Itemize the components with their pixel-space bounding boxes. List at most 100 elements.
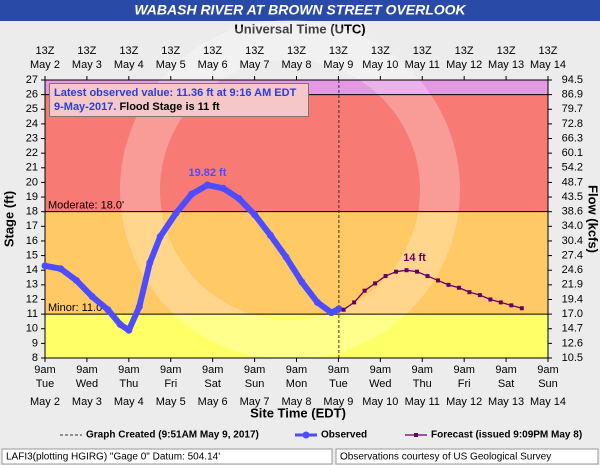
utc-tick-label: 13Z [77,45,96,57]
observed-point [266,231,274,239]
forecast-point [446,282,451,287]
y-axis-title: Stage (ft) [1,191,16,247]
x-date-label: May 8 [282,396,312,408]
x-date-label: May 11 [405,396,440,408]
observed-point [313,298,321,306]
y2-tick-label: 34.0 [562,220,583,232]
forecast-point [488,297,493,302]
y2-tick-label: 60.1 [562,147,583,159]
y-tick-label: 10 [26,323,38,335]
y-tick-label: 19 [26,191,38,203]
forecast-point [394,269,399,274]
x-tick-label: 9am [328,364,349,376]
x-tick-label: 9am [286,364,307,376]
legend-marker [414,433,418,437]
observed-point [156,233,164,241]
x-weekday-label: Sun [245,378,265,390]
x-weekday-label: Sun [538,378,558,390]
latest-info: Latest observed value: 11.36 ft at 9:16 … [49,83,309,117]
observed-point [282,253,290,261]
y2-tick-label: 86.9 [562,89,583,101]
x-date-label: May 5 [156,396,186,408]
watermark [120,20,460,360]
utc-date-label: May 11 [405,59,440,71]
observed-point [116,320,124,328]
observed-point [72,276,80,284]
forecast-point [435,278,440,283]
x-tick-label: 9am [34,364,55,376]
y2-axis-title: Flow (kcfs) [586,185,600,253]
legend-marker [302,431,310,439]
footer-left: LAFI3(plotting HGIRG) "Gage 0" Datum: 50… [6,452,220,463]
x-tick-label: 9am [370,364,391,376]
forecast-point [425,274,430,279]
utc-tick-label: 13Z [413,45,432,57]
observed-point [251,211,259,219]
utc-tick-label: 13Z [455,45,474,57]
y-tick-label: 12 [26,293,38,305]
forecast-point [467,290,472,295]
x-weekday-label: Tue [36,378,55,390]
utc-tick-label: 13Z [329,45,348,57]
value-label: 14 ft [403,252,426,264]
flood-stage-label: Minor: 11.0' [48,302,104,314]
footer-right: Observations courtesy of US Geological S… [340,452,551,463]
observed-point [57,265,65,273]
x-date-label: May 2 [30,396,60,408]
utc-date-label: May 3 [72,59,102,71]
flood-stage-label: Moderate: 18.0' [48,200,124,212]
utc-tick-label: 13Z [371,45,390,57]
forecast-point [498,300,503,305]
y-tick-label: 8 [32,352,38,364]
y-tick-label: 11 [27,308,38,320]
observed-point [235,195,243,203]
forecast-point [383,274,388,279]
utc-date-label: May 9 [323,59,353,71]
utc-tick-label: 13Z [119,45,138,57]
latest-text: Latest observed value: 11.36 ft at 9:16 … [54,87,297,113]
utc-date-label: May 13 [488,59,524,71]
y2-tick-label: 24.6 [562,264,583,276]
footer-box [1,448,333,465]
utc-tick-label: 13Z [539,45,558,57]
x-axis-title: Site Time (EDT) [250,405,346,420]
forecast-point [362,288,367,293]
y-tick-label: 22 [26,147,38,159]
observed-point [172,209,180,217]
y2-tick-label: 21.9 [562,279,583,291]
y2-tick-label: 27.4 [562,249,583,261]
y2-tick-label: 94.5 [562,74,583,86]
y2-tick-label: 79.7 [562,103,583,115]
x-date-label: May 14 [530,396,566,408]
y-tick-label: 9 [32,337,38,349]
observed-point [203,181,211,189]
utc-tick-label: 13Z [287,45,306,57]
observed-point [41,262,49,270]
x-weekday-label: Fri [458,378,471,390]
x-tick-label: 9am [76,364,97,376]
x-weekday-label: Mon [286,378,307,390]
observed-line [44,182,341,334]
x-weekday-label: Thu [413,378,432,390]
forecast-point [341,307,346,312]
observed-point [104,306,112,314]
utc-date-label: May 5 [156,59,186,71]
observed-point [219,184,227,192]
utc-date-label: May 10 [362,59,398,71]
x-tick-label: 9am [537,364,558,376]
x-date-label: May 9 [323,396,353,408]
utc-tick-label: 13Z [203,45,222,57]
observed-point [327,309,335,317]
y-tick-label: 14 [26,264,38,276]
forecast-point [352,300,357,305]
y-tick-label: 13 [26,279,38,291]
y2-tick-label: 12.6 [562,337,583,349]
y-tick-label: 27 [26,74,38,86]
x-tick-label: 9am [202,364,223,376]
legend-created: Graph Created (9:51AM May 9, 2017) [86,430,259,441]
observed-point [125,326,133,334]
y-tick-label: 16 [26,235,38,247]
y2-tick-label: 54.2 [562,162,583,174]
x-weekday-label: Sat [204,378,221,390]
stage-band [45,314,548,358]
